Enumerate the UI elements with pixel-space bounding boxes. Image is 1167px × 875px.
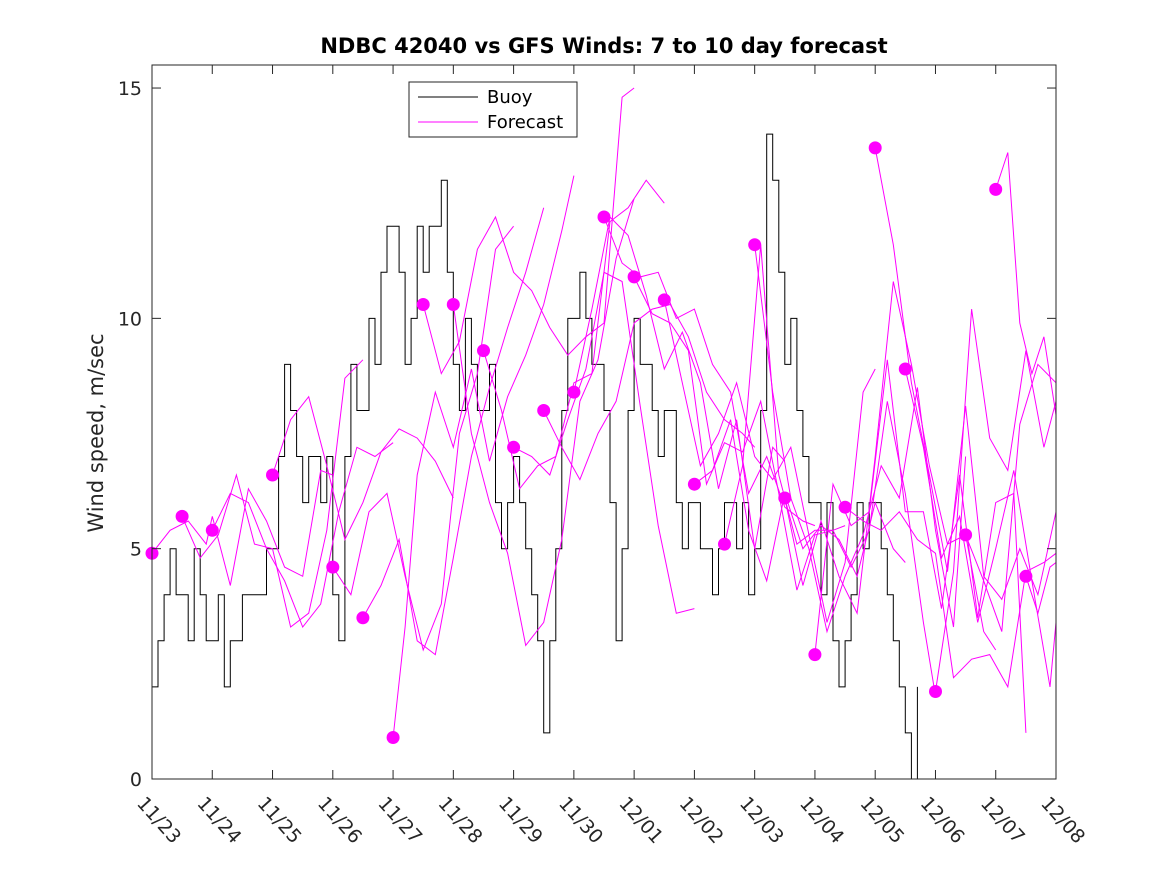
buoy-series-line [152, 133, 918, 780]
forecast-line-25 [965, 363, 1057, 632]
forecast-start-point-12 [567, 385, 581, 399]
forecast-line-6 [392, 175, 575, 738]
forecast-line-8 [452, 198, 635, 647]
forecast-start-point-8 [446, 298, 460, 311]
forecast-start-point-6 [386, 731, 400, 744]
forecast-start-point-19 [778, 491, 792, 505]
forecast-start-point-7 [416, 298, 430, 311]
forecast-line-2 [211, 442, 394, 628]
forecast-start-point-13 [597, 210, 611, 224]
forecast-start-point-10 [507, 440, 521, 454]
legend-forecast-label: Forecast [487, 112, 563, 133]
forecast-line-10 [513, 271, 695, 614]
forecast-start-point-25 [959, 528, 973, 542]
forecast-start-point-2 [205, 523, 219, 537]
forecast-line-23 [904, 368, 1057, 687]
y-tick-label-0: 0 [130, 769, 142, 791]
forecast-start-point-21 [838, 500, 852, 514]
chart-title: NDBC 42040 vs GFS Winds: 7 to 10 day for… [320, 34, 887, 58]
forecast-line-7 [422, 87, 635, 375]
series-layer [145, 87, 1057, 780]
forecast-start-point-4 [326, 560, 340, 574]
forecast-start-point-18 [748, 238, 762, 252]
y-axis-label: Wind speed, m/sec [84, 333, 108, 532]
forecast-start-point-1 [175, 509, 189, 523]
forecast-start-point-11 [537, 404, 551, 417]
forecast-start-point-26 [989, 182, 1003, 196]
forecast-start-point-20 [808, 648, 822, 662]
y-tick-label-1: 5 [130, 539, 142, 561]
forecast-line-24 [935, 309, 1057, 692]
forecast-start-point-27 [1019, 569, 1033, 583]
forecast-line-27 [1025, 562, 1057, 615]
forecast-line-14 [633, 276, 846, 591]
forecast-line-1 [181, 359, 364, 628]
forecast-line-9 [483, 179, 665, 490]
forecast-start-point-3 [266, 468, 279, 482]
forecast-start-point-15 [657, 293, 671, 307]
forecast-line-5 [362, 207, 545, 656]
forecast-start-point-17 [718, 537, 731, 551]
forecast-start-point-9 [477, 344, 490, 358]
forecast-start-point-14 [627, 270, 641, 284]
legend: Buoy Forecast [408, 81, 578, 138]
forecast-line-16 [694, 419, 906, 583]
y-tick-label-2: 10 [118, 308, 142, 330]
forecast-start-point-24 [929, 685, 942, 698]
y-tick-label-3: 15 [118, 78, 142, 100]
forecast-line-26 [995, 152, 1057, 416]
plot-area: 11/23 11/24 11/25 11/26 11/27 11/28 11/29 11/30… [118, 64, 1089, 848]
forecast-start-point-22 [868, 141, 882, 155]
forecast-start-point-16 [687, 477, 701, 491]
forecast-start-point-23 [898, 362, 912, 376]
forecast-line-4 [332, 225, 514, 652]
forecast-line-15 [663, 299, 876, 623]
legend-box [408, 81, 578, 138]
forecast-line-11 [543, 303, 756, 481]
forecast-line-22 [874, 147, 1057, 601]
legend-buoy-label: Buoy [487, 87, 533, 108]
forecast-start-point-5 [356, 611, 370, 625]
axes-frame [151, 64, 1057, 780]
forecast-line-20 [814, 359, 1027, 733]
